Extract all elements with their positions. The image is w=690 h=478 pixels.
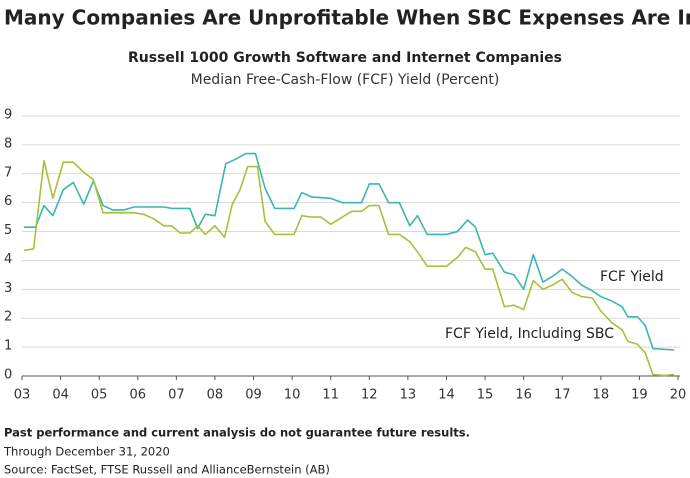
series-label: FCF Yield	[600, 269, 664, 285]
x-tick-label: 09	[245, 388, 262, 403]
x-tick-label: 14	[438, 388, 455, 403]
y-tick-label: 4	[4, 252, 12, 267]
series-line	[23, 152, 675, 351]
x-tick-label: 17	[554, 388, 571, 403]
series-line	[23, 159, 675, 377]
y-tick-label: 0	[4, 368, 12, 383]
x-tick-label: 18	[593, 388, 610, 403]
chart-title: Many Companies Are Unprofitable When SBC…	[4, 6, 690, 30]
x-tick-label: 04	[52, 388, 69, 403]
chart-subtitle: Russell 1000 Growth Software and Interne…	[128, 50, 562, 66]
y-tick-label: 3	[4, 281, 12, 296]
y-tick-label: 6	[4, 194, 12, 209]
date-note: Through December 31, 2020	[3, 445, 170, 459]
y-tick-label: 9	[4, 108, 12, 123]
x-tick-label: 10	[284, 388, 301, 403]
x-tick-label: 13	[400, 388, 417, 403]
x-tick-label: 08	[207, 388, 224, 403]
x-tick-label: 19	[631, 388, 648, 403]
y-tick-label: 7	[4, 165, 12, 180]
y-axis-label: Median Free-Cash-Flow (FCF) Yield (Perce…	[191, 72, 500, 88]
x-tick-label: 20	[670, 388, 687, 403]
x-tick-label: 07	[168, 388, 185, 403]
y-tick-label: 8	[4, 136, 12, 151]
y-tick-label: 2	[4, 310, 12, 325]
x-tick-label: 11	[322, 388, 339, 403]
source: Source: FactSet, FTSE Russell and Allian…	[4, 463, 330, 477]
y-tick-label: 5	[4, 223, 12, 238]
x-tick-label: 12	[361, 388, 378, 403]
x-tick-label: 05	[91, 388, 108, 403]
x-tick-label: 15	[477, 388, 494, 403]
x-tick-label: 03	[14, 388, 31, 403]
x-tick-label: 16	[515, 388, 532, 403]
series-label: FCF Yield, Including SBC	[445, 326, 614, 342]
y-tick-label: 1	[4, 339, 12, 354]
x-tick-label: 06	[129, 388, 146, 403]
disclaimer: Past performance and current analysis do…	[4, 426, 470, 440]
